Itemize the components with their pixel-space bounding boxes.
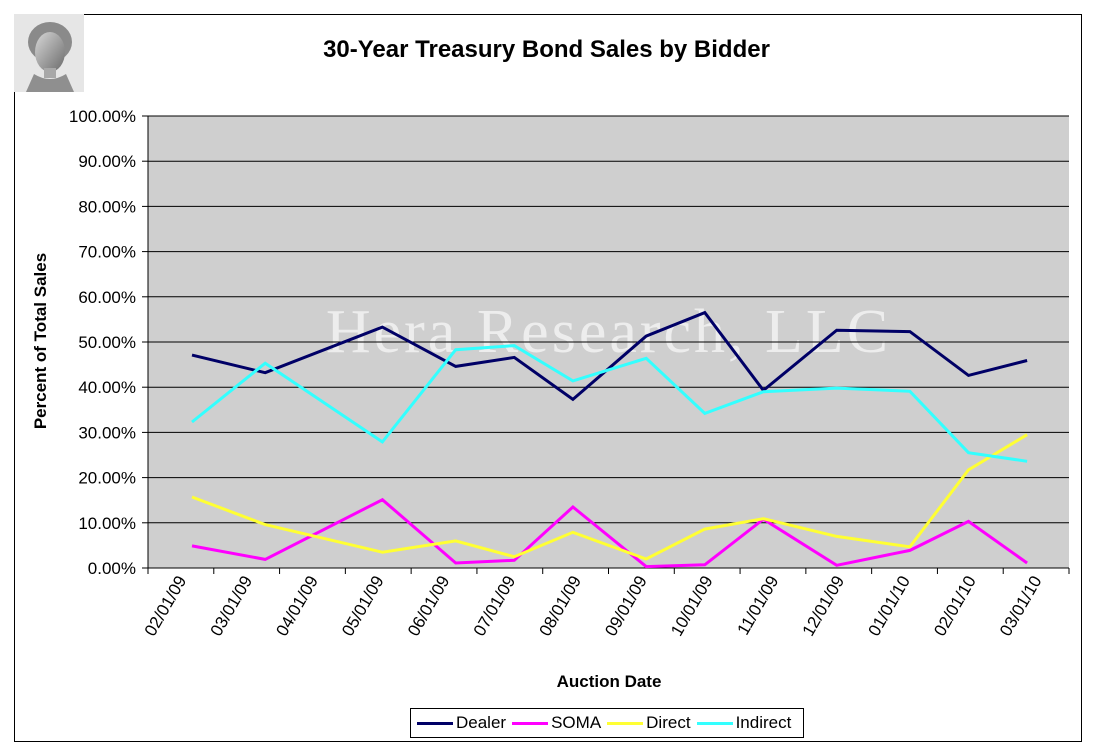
y-tick-label: 10.00% <box>78 514 136 533</box>
series-line-indirect <box>191 344 1028 463</box>
x-tick-label: 02/01/09 <box>141 573 191 640</box>
y-tick-label: 100.00% <box>69 107 136 126</box>
chart-legend: Dealer SOMA Direct Indirect <box>410 708 805 738</box>
legend-swatch <box>512 721 549 725</box>
x-tick-label: 06/01/09 <box>404 573 454 640</box>
x-axis-title: Auction Date <box>557 672 662 691</box>
x-tick-label: 07/01/09 <box>470 573 520 640</box>
legend-swatch <box>696 721 733 725</box>
x-tick-label: 02/01/10 <box>930 573 980 640</box>
y-tick-label: 30.00% <box>78 423 136 442</box>
y-tick-label: 70.00% <box>78 243 136 262</box>
x-tick-label: 12/01/09 <box>799 573 849 640</box>
legend-label: Indirect <box>735 713 792 732</box>
x-tick-label: 10/01/09 <box>667 573 717 640</box>
series-line-direct <box>191 433 1028 561</box>
y-tick-label: 90.00% <box>78 152 136 171</box>
y-tick-label: 40.00% <box>78 378 136 397</box>
x-tick-label: 08/01/09 <box>536 573 586 640</box>
series-line-dealer <box>191 310 1028 402</box>
x-tick-label: 01/01/10 <box>864 573 914 640</box>
legend-label: Dealer <box>456 713 507 732</box>
legend-item-direct: Direct <box>607 713 691 733</box>
hera-bust-logo-icon <box>14 14 84 92</box>
y-tick-label: 50.00% <box>78 333 136 352</box>
legend-item-dealer: Dealer <box>417 713 506 733</box>
y-tick-label: 0.00% <box>88 559 136 578</box>
x-tick-label: 09/01/09 <box>601 573 651 640</box>
x-tick-label: 05/01/09 <box>338 573 388 640</box>
legend-label: SOMA <box>551 713 602 732</box>
legend-label: Direct <box>646 713 691 732</box>
y-tick-label: 60.00% <box>78 288 136 307</box>
legend-item-soma: SOMA <box>512 713 601 733</box>
x-tick-label: 11/01/09 <box>734 573 783 639</box>
chart-title: 30-Year Treasury Bond Sales by Bidder <box>323 36 770 63</box>
legend-item-indirect: Indirect <box>696 713 792 733</box>
x-tick-label: 04/01/09 <box>272 573 322 640</box>
series-line-soma <box>191 497 1028 569</box>
y-tick-label: 20.00% <box>78 469 136 488</box>
x-tick-label: 03/01/09 <box>207 573 257 640</box>
y-axis-title: Percent of Total Sales <box>31 253 50 429</box>
watermark-text: Hera Research, LLC <box>326 298 891 366</box>
x-tick-label: 03/01/10 <box>996 573 1046 640</box>
legend-swatch <box>607 721 644 725</box>
y-tick-label: 80.00% <box>78 197 136 216</box>
legend-swatch <box>417 721 453 725</box>
